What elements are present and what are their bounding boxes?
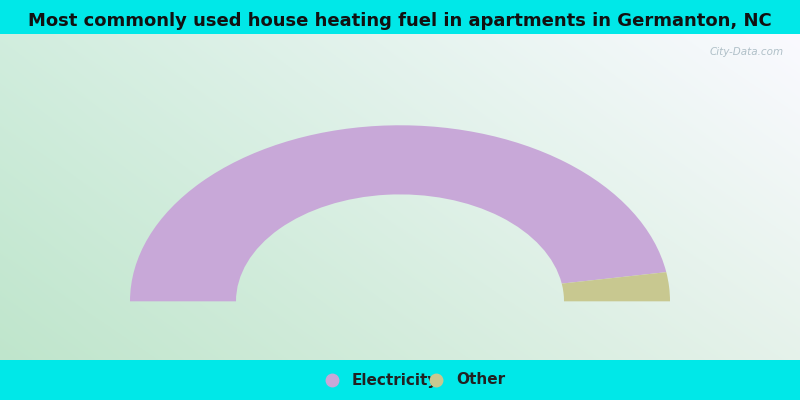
Text: City-Data.com: City-Data.com <box>710 47 784 57</box>
Wedge shape <box>562 272 670 301</box>
Text: Most commonly used house heating fuel in apartments in Germanton, NC: Most commonly used house heating fuel in… <box>28 12 772 30</box>
Text: Other: Other <box>456 372 505 388</box>
Text: Electricity: Electricity <box>352 372 438 388</box>
Wedge shape <box>130 125 666 301</box>
